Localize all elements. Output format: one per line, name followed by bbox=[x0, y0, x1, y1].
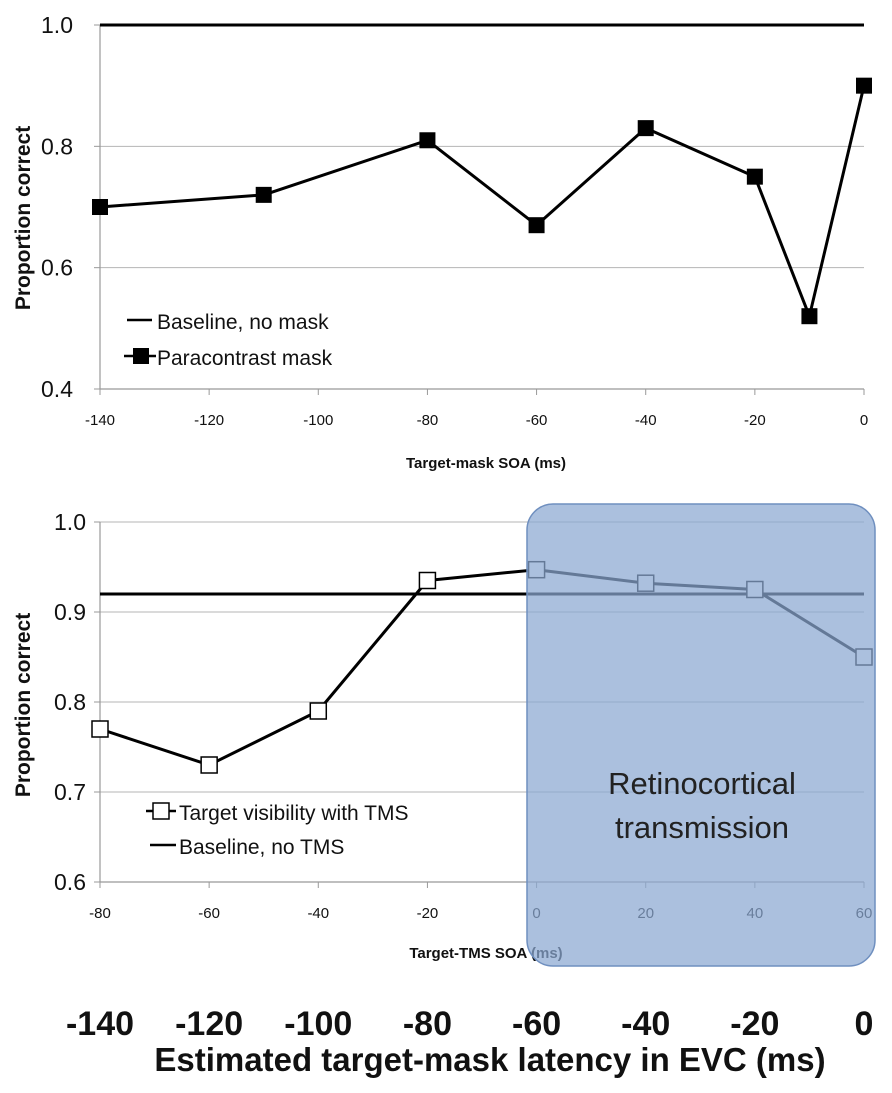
retinocortical-label-line1: Retinocortical bbox=[608, 766, 796, 801]
p2-data-point bbox=[200, 756, 218, 774]
p2-data-point bbox=[91, 720, 109, 738]
p1-data-point bbox=[801, 308, 818, 325]
p2-legend-label-visibility: Target visibility with TMS bbox=[179, 802, 409, 825]
p1-x-tick-label: -120 bbox=[194, 412, 224, 429]
p2-y-tick-label: 1.0 bbox=[54, 509, 86, 535]
p1-legend-marker-paracontrast bbox=[133, 348, 149, 364]
p1-data-point bbox=[255, 186, 272, 203]
p2-y-tick-label: 0.8 bbox=[54, 689, 86, 715]
p2-y-tick-label: 0.7 bbox=[54, 779, 86, 805]
p1-x-tick-labels: -140 -120 -100 -80 -60 -40 -20 0 bbox=[85, 412, 868, 429]
p1-x-tick-label: -20 bbox=[744, 412, 766, 429]
panel-tms: 0.60.70.80.91.0 -80-60-40-200204060 Prop… bbox=[12, 503, 876, 967]
p2-x-tick-label: -60 bbox=[198, 905, 220, 922]
bottom-axis-label: Estimated target-mask latency in EVC (ms… bbox=[154, 1041, 825, 1078]
p1-series bbox=[92, 23, 872, 325]
p1-x-tick-label: 0 bbox=[860, 412, 868, 429]
p2-y-tick-label: 0.9 bbox=[54, 599, 86, 625]
p2-x-tick-label: -40 bbox=[307, 905, 329, 922]
bottom-tick-label: -60 bbox=[512, 1005, 561, 1043]
p1-x-tick-label: -140 bbox=[85, 412, 115, 429]
p1-y-tick-label: 0.4 bbox=[41, 376, 73, 402]
p1-data-point bbox=[856, 77, 872, 94]
bottom-tick-label: 0 bbox=[855, 1005, 874, 1043]
p1-y-axis-label: Proportion correct bbox=[12, 126, 35, 310]
p1-legend: Baseline, no mask Paracontrast mask bbox=[124, 311, 333, 370]
p1-x-axis-label: Target-mask SOA (ms) bbox=[406, 455, 566, 472]
p2-y-axis-label: Proportion correct bbox=[12, 613, 35, 797]
p1-y-tick-label: 0.6 bbox=[41, 255, 73, 281]
p1-data-point bbox=[419, 132, 436, 149]
bottom-tick-label: -120 bbox=[175, 1005, 243, 1043]
p1-x-tick-label: -100 bbox=[303, 412, 333, 429]
p2-data-point bbox=[309, 702, 328, 720]
p1-y-tick-label: 1.0 bbox=[41, 12, 73, 38]
p2-x-axis-label: Target-TMS SOA (ms) bbox=[409, 945, 562, 962]
p2-x-tick-label: -20 bbox=[417, 905, 439, 922]
p1-x-tick-label: -60 bbox=[526, 412, 548, 429]
p1-legend-label-baseline: Baseline, no mask bbox=[157, 311, 329, 334]
p1-data-point bbox=[746, 168, 763, 185]
p1-data-point bbox=[92, 199, 108, 215]
p1-series-line-data bbox=[99, 85, 866, 318]
p1-legend-label-paracontrast: Paracontrast mask bbox=[157, 347, 333, 370]
bottom-tick-label: -40 bbox=[621, 1005, 670, 1043]
bottom-tick-label: -80 bbox=[403, 1005, 452, 1043]
p1-x-tick-label: -40 bbox=[635, 412, 657, 429]
bottom-tick-label: -20 bbox=[730, 1005, 779, 1043]
bottom-tick-label: -100 bbox=[284, 1005, 352, 1043]
retinocortical-highlight-box bbox=[526, 503, 876, 967]
p2-y-tick-labels: 0.6 0.7 0.8 0.9 1.0 bbox=[54, 509, 86, 895]
p2-y-tick-label: 0.6 bbox=[54, 869, 86, 895]
p1-x-tick-label: -80 bbox=[417, 412, 439, 429]
p2-x-tick-label: -80 bbox=[89, 905, 111, 922]
p1-y-tick-labels: 0.4 0.6 0.8 1.0 bbox=[41, 12, 73, 402]
p2-data-point bbox=[418, 571, 437, 590]
retinocortical-label-line2: transmission bbox=[615, 810, 789, 845]
p2-legend-marker-visibility bbox=[152, 802, 170, 820]
bottom-tick-label: -140 bbox=[66, 1005, 134, 1043]
panel-paracontrast: 0.4 0.6 0.8 1.0 -140 -120 -100 -80 -60 -40 -20 0 P… bbox=[12, 12, 872, 472]
p1-gridlines bbox=[94, 24, 865, 395]
p1-data-point bbox=[528, 217, 545, 234]
bottom-latency-axis: -140 -120 -100 -80 -60 -40 -20 0 Estimated targ… bbox=[66, 1005, 873, 1078]
p1-data-point bbox=[637, 120, 654, 137]
p2-legend-label-baseline: Baseline, no TMS bbox=[179, 836, 344, 859]
p1-y-tick-label: 0.8 bbox=[41, 133, 73, 159]
p2-legend: Target visibility with TMS Baseline, no … bbox=[146, 802, 409, 859]
bottom-tick-labels: -140 -120 -100 -80 -60 -40 -20 0 bbox=[66, 1005, 873, 1043]
